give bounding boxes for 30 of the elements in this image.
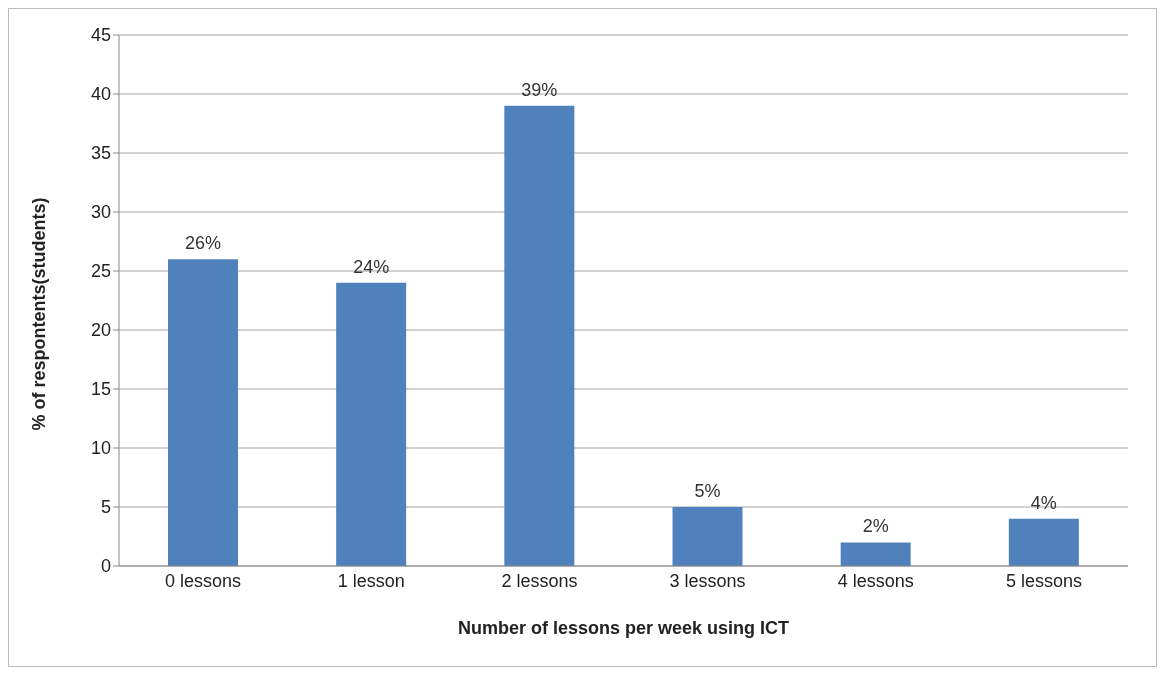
y-axis-title: % of respontents(students) [29, 197, 50, 431]
data-label: 24% [353, 256, 390, 277]
x-tick-label: 0 lessons [165, 570, 242, 591]
bar [336, 282, 407, 566]
y-tick-label: 10 [90, 438, 111, 459]
x-tick-label: 5 lessons [1005, 570, 1082, 591]
y-tick-label: 20 [90, 320, 111, 341]
bar [672, 507, 743, 566]
data-label: 26% [184, 233, 222, 254]
y-tick-label: 30 [90, 202, 111, 223]
x-tick-label: 1 lesson [337, 570, 405, 591]
y-tick-label: 40 [90, 84, 111, 105]
x-tick-label: 3 lessons [669, 570, 746, 591]
data-label: 2% [862, 516, 889, 537]
bar [168, 259, 238, 566]
bar [504, 105, 575, 566]
y-tick-label: 5 [100, 497, 111, 518]
y-tick-label: 35 [90, 143, 111, 164]
y-tick-label: 15 [90, 379, 111, 400]
bar [840, 542, 911, 566]
data-label: 39% [521, 79, 558, 100]
bar [1008, 518, 1079, 566]
y-tick-label: 45 [90, 25, 111, 46]
y-tick-label: 0 [100, 556, 111, 577]
y-tick-label: 25 [90, 261, 111, 282]
x-tick-label: 2 lessons [501, 570, 578, 591]
data-label: 4% [1030, 492, 1057, 513]
data-label: 5% [694, 481, 721, 501]
x-axis-title: Number of lessons per week using ICT [457, 618, 790, 638]
x-tick-label: 4 lessons [837, 570, 914, 591]
